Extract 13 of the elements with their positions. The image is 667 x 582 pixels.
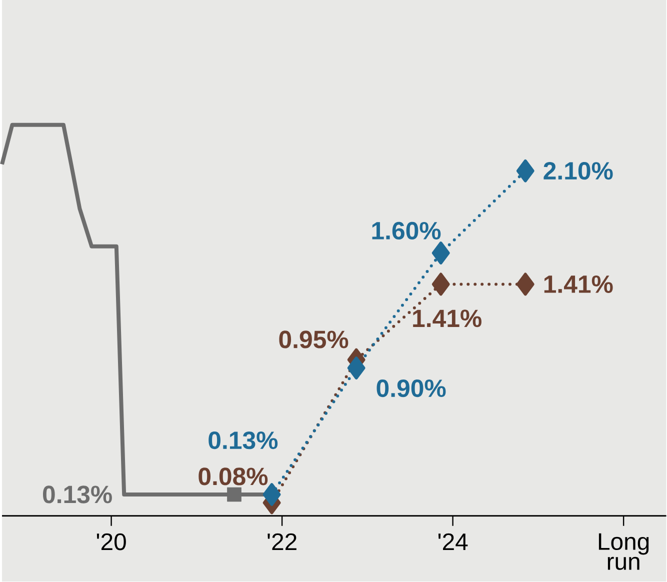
x-tick-label: '20 <box>96 534 126 550</box>
data-label: 1.41% <box>413 310 482 328</box>
x-tick-label: '24 <box>438 534 468 550</box>
data-label: 1.41% <box>544 276 613 294</box>
x-tick-label: Long run <box>598 534 649 570</box>
data-label: 0.90% <box>376 380 446 398</box>
data-label: 0.95% <box>279 330 348 349</box>
data-label: 2.10% <box>544 162 613 180</box>
x-tick-label: '22 <box>268 534 296 550</box>
data-label: 0.08% <box>198 468 268 486</box>
data-label: 1.60% <box>372 222 441 240</box>
data-label: 0.13% <box>42 486 112 504</box>
data-label: 0.13% <box>208 432 278 450</box>
